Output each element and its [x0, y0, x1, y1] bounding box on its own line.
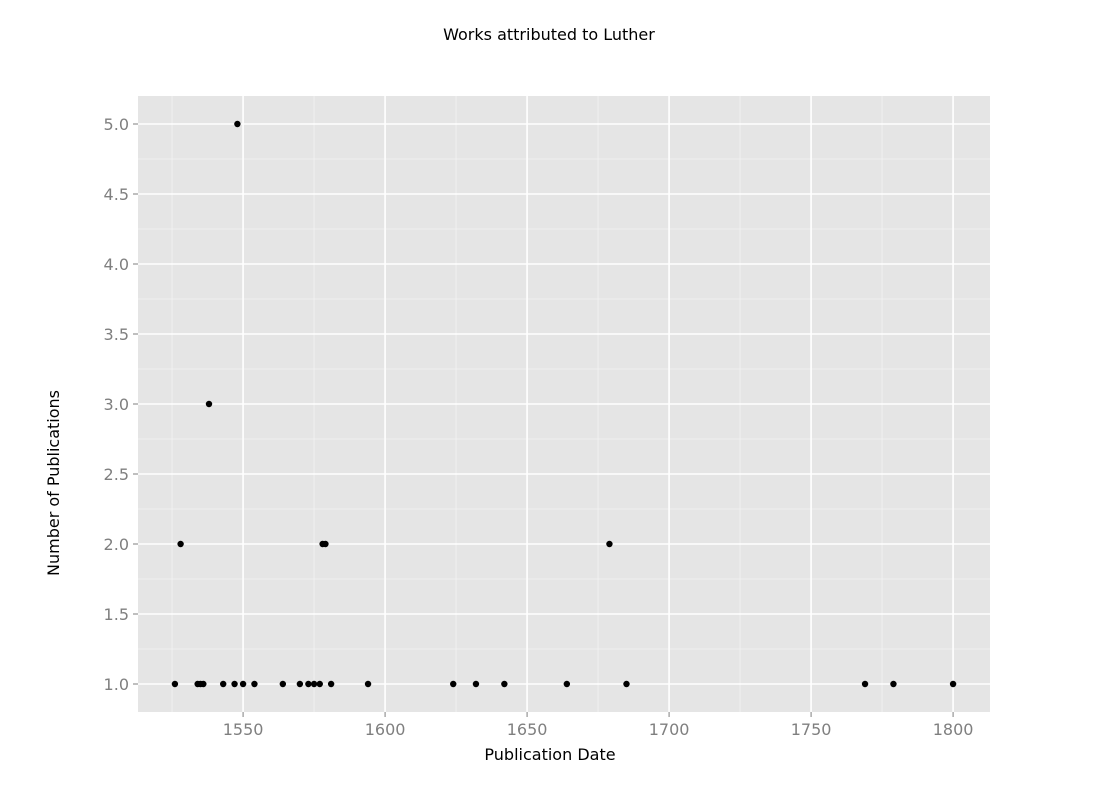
x-tick-label: 1700: [649, 720, 690, 739]
data-points: [171, 120, 957, 688]
chart-title: Works attributed to Luther: [443, 25, 655, 44]
data-point: [234, 120, 241, 128]
data-point: [310, 680, 318, 688]
y-tick-label: 3.0: [104, 395, 129, 414]
x-tick-label: 1600: [365, 720, 406, 739]
data-point: [251, 680, 258, 688]
data-point: [171, 680, 179, 688]
data-point: [305, 680, 312, 688]
data-point: [501, 680, 508, 688]
data-point: [279, 680, 287, 688]
x-axis-label: Publication Date: [484, 745, 615, 764]
data-point: [606, 540, 613, 548]
x-tick-label: 1550: [223, 720, 264, 739]
y-axis-label: Number of Publications: [44, 390, 63, 576]
data-point: [220, 680, 227, 688]
y-tick-label: 4.5: [104, 185, 129, 204]
data-point: [623, 680, 630, 688]
x-axis: 1550 1600 1650 1700 1750 1800: [223, 712, 974, 739]
data-point: [563, 680, 571, 688]
data-point: [450, 680, 457, 688]
y-tick-label: 1.5: [104, 605, 129, 624]
y-tick-label: 4.0: [104, 255, 129, 274]
y-tick-label: 2.5: [104, 465, 129, 484]
data-point: [231, 680, 238, 688]
data-point: [364, 680, 372, 688]
y-tick-label: 1.0: [104, 675, 129, 694]
data-point: [200, 680, 207, 688]
data-point: [890, 680, 897, 688]
data-point: [177, 540, 184, 548]
data-point: [327, 680, 335, 688]
y-tick-label: 2.0: [104, 535, 129, 554]
data-point: [322, 540, 329, 548]
data-point: [205, 400, 213, 408]
data-point: [316, 680, 323, 688]
data-point: [296, 680, 304, 688]
x-tick-label: 1750: [791, 720, 832, 739]
y-tick-label: 3.5: [104, 325, 129, 344]
x-tick-label: 1800: [933, 720, 974, 739]
y-axis: 1.0 1.5 2.0 2.5 3.0 3.5 4.0 4.5 5.0: [104, 115, 138, 694]
data-point: [861, 680, 869, 688]
data-point: [949, 680, 957, 688]
data-point: [239, 680, 247, 688]
data-point: [472, 680, 480, 688]
y-tick-label: 5.0: [104, 115, 129, 134]
x-tick-label: 1650: [507, 720, 548, 739]
